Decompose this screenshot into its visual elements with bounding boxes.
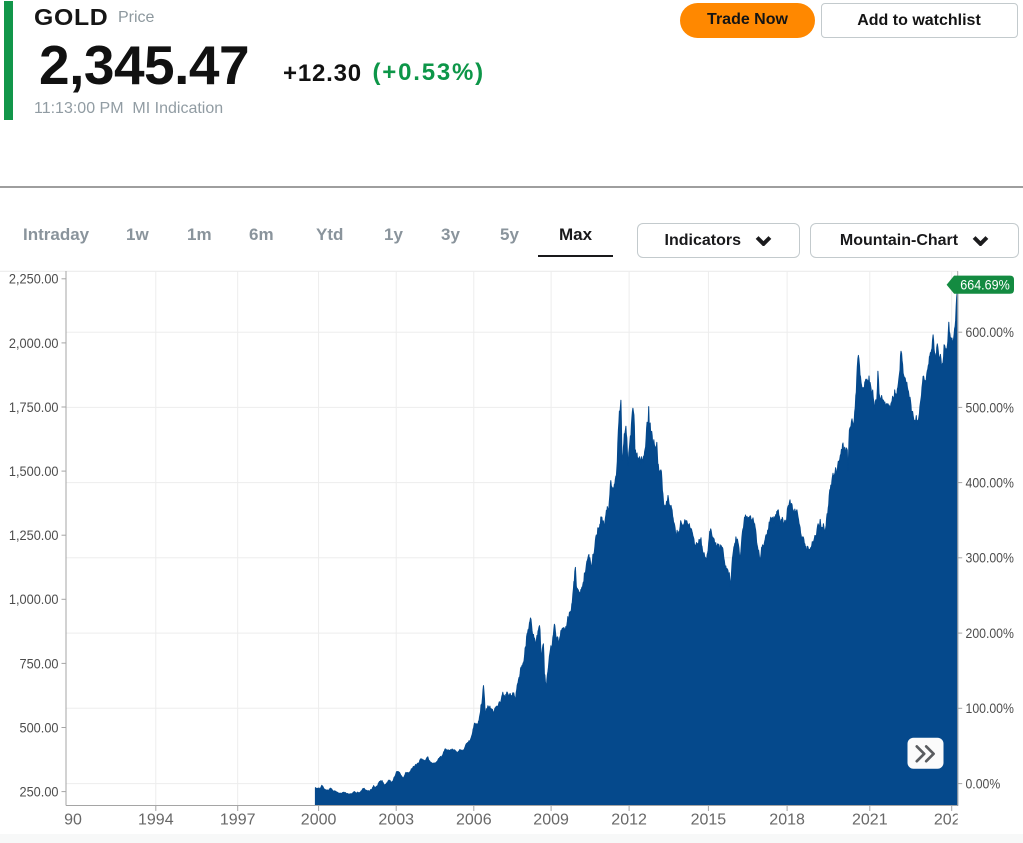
svg-text:664.69%: 664.69%: [960, 276, 1010, 292]
svg-text:2006: 2006: [456, 812, 492, 829]
svg-text:1997: 1997: [220, 812, 256, 829]
svg-text:1,750.00: 1,750.00: [9, 399, 59, 415]
svg-text:2009: 2009: [533, 812, 569, 829]
svg-text:1,250.00: 1,250.00: [9, 527, 59, 543]
svg-text:200.00%: 200.00%: [966, 625, 1014, 641]
svg-text:2021: 2021: [852, 812, 888, 829]
svg-text:2012: 2012: [611, 812, 647, 829]
svg-text:90: 90: [64, 812, 82, 829]
svg-text:400.00%: 400.00%: [966, 475, 1014, 491]
svg-text:1,000.00: 1,000.00: [9, 591, 59, 607]
svg-text:1,500.00: 1,500.00: [9, 463, 59, 479]
svg-text:2,000.00: 2,000.00: [9, 335, 59, 351]
svg-text:500.00%: 500.00%: [966, 399, 1014, 415]
svg-text:2015: 2015: [691, 812, 727, 829]
svg-text:2003: 2003: [378, 812, 414, 829]
svg-text:300.00%: 300.00%: [966, 550, 1014, 566]
svg-text:0.00%: 0.00%: [966, 776, 1001, 792]
svg-text:500.00: 500.00: [20, 719, 59, 735]
svg-text:2000: 2000: [301, 812, 337, 829]
svg-text:250.00: 250.00: [20, 784, 59, 800]
svg-text:1994: 1994: [138, 812, 174, 829]
svg-text:2024: 2024: [934, 812, 970, 829]
svg-text:2,250.00: 2,250.00: [9, 271, 59, 287]
svg-text:2018: 2018: [769, 812, 805, 829]
svg-text:600.00%: 600.00%: [966, 324, 1014, 340]
svg-text:100.00%: 100.00%: [966, 700, 1014, 716]
svg-text:750.00: 750.00: [20, 655, 59, 671]
